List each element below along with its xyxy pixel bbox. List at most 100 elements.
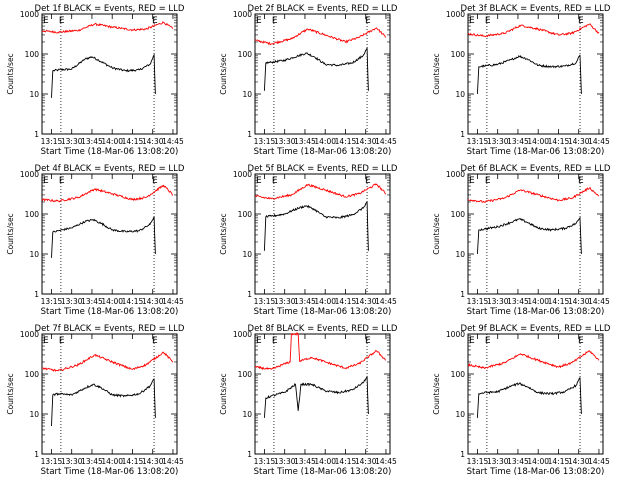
y-axis-label: Counts/sec bbox=[219, 373, 228, 414]
event-marker-label: E bbox=[485, 336, 491, 346]
x-tick-label: 13:30 bbox=[274, 137, 296, 146]
y-axis-label: Counts/sec bbox=[6, 373, 15, 414]
x-tick-label: 13:45 bbox=[507, 137, 529, 146]
x-tick-label: 14:30 bbox=[568, 457, 590, 466]
x-axis-label: Start Time (18-Mar-06 13:08:20) bbox=[254, 467, 392, 477]
y-tick-label: 1 bbox=[34, 450, 39, 459]
x-tick-label: 14:15 bbox=[335, 137, 357, 146]
x-tick-label: 14:00 bbox=[527, 297, 549, 306]
x-tick-label: 13:15 bbox=[467, 137, 489, 146]
chart-title: Det 9f BLACK = Events, RED = LLD bbox=[461, 324, 611, 334]
x-tick-label: 14:45 bbox=[588, 137, 610, 146]
chart-panel-8: Det 8f BLACK = Events, RED = LLD 1 10 100 10… bbox=[219, 324, 398, 477]
y-tick-label: 100 bbox=[451, 210, 466, 219]
event-marker-label: E bbox=[578, 16, 584, 26]
chart-title: Det 7f BLACK = Events, RED = LLD bbox=[35, 324, 185, 334]
y-tick-label: 1 bbox=[460, 130, 465, 139]
series-line-events bbox=[476, 216, 582, 255]
plot-frame bbox=[41, 173, 178, 295]
series-line-lld bbox=[41, 21, 174, 34]
y-tick-label: 100 bbox=[25, 210, 40, 219]
corner-marker-label: E bbox=[43, 336, 49, 346]
x-tick-label: 14:00 bbox=[527, 457, 549, 466]
y-tick-label: 1000 bbox=[20, 10, 39, 19]
y-tick-label: 10 bbox=[455, 410, 465, 419]
x-tick-label: 14:00 bbox=[314, 457, 336, 466]
y-tick-label: 1000 bbox=[446, 10, 465, 19]
y-tick-label: 1000 bbox=[446, 330, 465, 339]
plot-frame bbox=[41, 13, 178, 135]
x-tick-label: 14:45 bbox=[375, 297, 397, 306]
corner-marker-label: E bbox=[469, 336, 475, 346]
series-line-events bbox=[51, 53, 156, 98]
y-tick-label: 1000 bbox=[233, 170, 252, 179]
series-line-lld bbox=[254, 27, 387, 46]
event-marker-label: E bbox=[365, 16, 371, 26]
x-tick-label: 14:30 bbox=[355, 297, 377, 306]
y-tick-label: 1 bbox=[247, 450, 252, 459]
corner-marker-label: E bbox=[256, 176, 262, 186]
x-axis-label: Start Time (18-Mar-06 13:08:20) bbox=[467, 307, 605, 317]
corner-marker-label: E bbox=[256, 336, 262, 346]
x-tick-label: 14:15 bbox=[548, 137, 570, 146]
y-tick-label: 10 bbox=[455, 90, 465, 99]
y-tick-label: 1 bbox=[34, 130, 39, 139]
event-marker-label: E bbox=[152, 336, 158, 346]
y-tick-label: 100 bbox=[25, 370, 40, 379]
y-tick-label: 10 bbox=[29, 90, 39, 99]
series-line-lld bbox=[467, 350, 600, 370]
x-tick-label: 14:15 bbox=[335, 297, 357, 306]
x-tick-label: 13:15 bbox=[41, 297, 63, 306]
x-axis-label: Start Time (18-Mar-06 13:08:20) bbox=[254, 147, 392, 157]
y-tick-label: 1000 bbox=[20, 330, 39, 339]
y-axis-label: Counts/sec bbox=[432, 53, 441, 94]
x-tick-label: 13:15 bbox=[254, 297, 276, 306]
x-tick-label: 14:45 bbox=[162, 297, 184, 306]
series-line-lld bbox=[254, 183, 386, 200]
event-marker-label: E bbox=[152, 16, 158, 26]
x-tick-label: 14:30 bbox=[568, 137, 590, 146]
x-tick-label: 13:30 bbox=[487, 137, 509, 146]
y-tick-label: 100 bbox=[25, 50, 40, 59]
x-axis-label: Start Time (18-Mar-06 13:08:20) bbox=[467, 467, 605, 477]
x-tick-label: 14:30 bbox=[568, 297, 590, 306]
x-tick-label: 13:45 bbox=[507, 297, 529, 306]
x-tick-label: 13:45 bbox=[294, 297, 316, 306]
chart-panel-5: Det 5f BLACK = Events, RED = LLD 1 10 100 10… bbox=[219, 164, 398, 317]
plot-frame bbox=[467, 333, 604, 455]
x-tick-label: 14:15 bbox=[335, 457, 357, 466]
x-tick-label: 14:00 bbox=[101, 137, 123, 146]
y-tick-label: 1 bbox=[34, 290, 39, 299]
x-tick-label: 13:15 bbox=[467, 297, 489, 306]
x-tick-label: 14:30 bbox=[142, 137, 164, 146]
series-line-events bbox=[476, 377, 582, 418]
chart-title: Det 4f BLACK = Events, RED = LLD bbox=[35, 164, 185, 174]
x-tick-label: 13:15 bbox=[254, 457, 276, 466]
y-tick-label: 1 bbox=[460, 450, 465, 459]
x-tick-label: 14:45 bbox=[588, 297, 610, 306]
x-tick-label: 14:00 bbox=[314, 297, 336, 306]
x-axis-label: Start Time (18-Mar-06 13:08:20) bbox=[467, 147, 605, 157]
event-marker-label: E bbox=[59, 176, 65, 186]
x-tick-label: 13:15 bbox=[254, 137, 276, 146]
x-tick-label: 14:15 bbox=[122, 457, 144, 466]
y-tick-label: 100 bbox=[451, 50, 466, 59]
x-tick-label: 14:45 bbox=[162, 137, 184, 146]
y-tick-label: 100 bbox=[238, 370, 253, 379]
chart-panel-9: Det 9f BLACK = Events, RED = LLD 1 10 100 10… bbox=[432, 324, 611, 477]
chart-panel-6: Det 6f BLACK = Events, RED = LLD 1 10 100 10… bbox=[432, 164, 611, 317]
y-tick-label: 1 bbox=[460, 290, 465, 299]
event-marker-label: E bbox=[152, 176, 158, 186]
x-tick-label: 13:45 bbox=[294, 457, 316, 466]
event-marker-label: E bbox=[272, 176, 278, 186]
y-tick-label: 100 bbox=[451, 370, 466, 379]
series-line-lld bbox=[467, 187, 600, 203]
x-axis-label: Start Time (18-Mar-06 13:08:20) bbox=[41, 147, 179, 157]
y-axis-label: Counts/sec bbox=[6, 53, 15, 94]
event-marker-label: E bbox=[485, 176, 491, 186]
x-tick-label: 14:15 bbox=[122, 297, 144, 306]
chart-panel-2: Det 2f BLACK = Events, RED = LLD 1 10 100 10… bbox=[219, 4, 398, 157]
event-marker-label: E bbox=[59, 336, 65, 346]
series-line-events bbox=[51, 378, 156, 427]
